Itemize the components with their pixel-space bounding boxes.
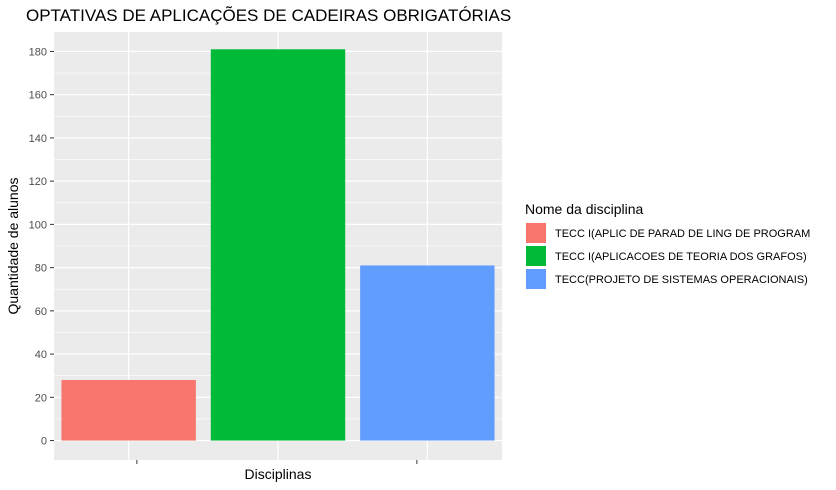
bars [61, 49, 495, 441]
y-tick-label: 120 [29, 176, 47, 188]
chart-title: OPTATIVAS DE APLICAÇÕES DE CADEIRAS OBRI… [26, 6, 511, 25]
y-tick-label: 180 [29, 46, 47, 58]
y-tick-label: 60 [35, 306, 47, 318]
bar [61, 380, 196, 441]
legend-key [526, 223, 546, 243]
x-axis [136, 460, 418, 464]
y-tick-label: 140 [29, 133, 47, 145]
y-tick-label: 160 [29, 90, 47, 102]
legend-key [526, 269, 546, 289]
bar [360, 265, 495, 441]
y-axis-title: Quantidade de alunos [5, 178, 21, 315]
x-axis-title: Disciplinas [245, 466, 312, 482]
y-tick-label: 0 [41, 436, 47, 448]
y-tick-label: 80 [35, 263, 47, 275]
legend-label: TECC I(APLIC DE PARAD DE LING DE PROGRAM [555, 228, 810, 240]
legend-label: TECC(PROJETO DE SISTEMAS OPERACIONAIS) [555, 274, 808, 286]
legend-title: Nome da disciplina [525, 201, 643, 217]
legend-label: TECC I(APLICACOES DE TEORIA DOS GRAFOS) [555, 251, 807, 263]
y-tick-label: 40 [35, 349, 47, 361]
bar [210, 49, 346, 441]
y-tick-label: 20 [35, 392, 47, 404]
legend: Nome da disciplina TECC I(APLIC DE PARAD… [525, 201, 810, 289]
y-tick-label: 100 [29, 219, 47, 231]
legend-key [526, 246, 546, 266]
y-axis: 0 20 40 60 80 100 120 140 160 180 [29, 46, 54, 448]
